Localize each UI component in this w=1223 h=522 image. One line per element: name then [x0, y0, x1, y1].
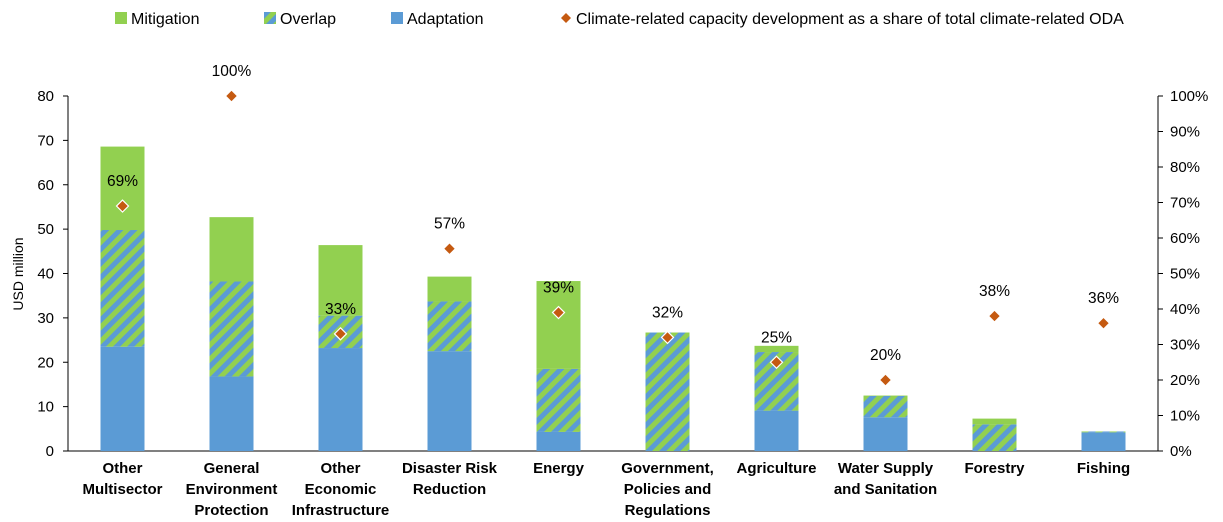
right-tick-label: 90% [1170, 124, 1200, 141]
category-label: Other [102, 460, 142, 477]
share-marker [551, 305, 566, 320]
share-data-label: 38% [979, 283, 1010, 300]
category-label: Infrastructure [292, 502, 390, 519]
category-labels: Other Multisector General Environment Protec… [82, 460, 1130, 519]
bar-segment-mitigation [209, 217, 254, 282]
right-tick-label: 10% [1170, 408, 1200, 425]
bar-segment-mitigation [318, 245, 363, 316]
legend-label-mitigation: Mitigation [131, 11, 199, 28]
share-data-label: 69% [107, 173, 138, 190]
bar-segment-adaptation [209, 376, 254, 451]
share-marker [442, 241, 457, 256]
bar-segment-adaptation [427, 351, 472, 451]
left-tick-label: 70 [37, 132, 54, 149]
legend-swatch-overlap [264, 12, 276, 24]
bar-segment-overlap [536, 368, 581, 432]
left-tick-label: 20 [37, 354, 54, 371]
bar-segment-overlap [645, 332, 690, 451]
share-marker [769, 355, 784, 370]
legend-label-share: Climate-related capacity development as … [576, 11, 1124, 28]
category-label: Forestry [964, 460, 1025, 477]
bar-segment-mitigation [427, 276, 472, 302]
legend-swatch-adaptation [391, 12, 403, 24]
category-label: Regulations [625, 502, 711, 519]
right-tick-label: 30% [1170, 337, 1200, 354]
share-data-label: 36% [1088, 290, 1119, 307]
share-data-label: 57% [434, 216, 465, 233]
category-label: and Sanitation [834, 481, 937, 498]
share-data-label: 39% [543, 280, 574, 297]
share-marker [660, 330, 675, 345]
bar-segment-overlap [972, 424, 1017, 451]
share-data-label: 20% [870, 347, 901, 364]
right-tick-label: 40% [1170, 301, 1200, 318]
category-label: Economic [305, 481, 377, 498]
left-tick-label: 40 [37, 266, 54, 283]
bar-segment-overlap [209, 281, 254, 377]
left-tick-label: 30 [37, 310, 54, 327]
share-data-label: 33% [325, 301, 356, 318]
bar-segment-mitigation [754, 345, 799, 353]
share-marker [1096, 316, 1111, 331]
left-tick-label: 80 [37, 88, 54, 105]
category-label: Disaster Risk [402, 460, 498, 477]
legend-label-adaptation: Adaptation [407, 11, 484, 28]
category-label: Policies and [624, 481, 712, 498]
bar-segment-adaptation [863, 417, 908, 451]
category-label: Other [320, 460, 360, 477]
left-tick-label: 50 [37, 221, 54, 238]
legend-marker-share [561, 13, 571, 23]
category-label: Environment [186, 481, 278, 498]
legend: Mitigation Overlap Adaptation Climate-re… [115, 11, 1124, 28]
legend-swatch-mitigation [115, 12, 127, 24]
category-label: Fishing [1077, 460, 1130, 477]
left-tick-label: 10 [37, 399, 54, 416]
bar-segment-overlap [863, 395, 908, 418]
right-tick-label: 100% [1170, 88, 1208, 105]
bar-segment-adaptation [1081, 432, 1126, 451]
bar-segment-adaptation [318, 348, 363, 451]
bar-segment-mitigation [972, 418, 1017, 425]
right-tick-label: 60% [1170, 230, 1200, 247]
share-marker [878, 373, 893, 387]
category-label: Agriculture [736, 460, 816, 477]
share-data-label: 32% [652, 304, 683, 321]
category-label: Multisector [82, 481, 162, 498]
right-axis-ticks: 0% 10% 20% 30% 40% 50% 60% 70% 80% 90% 100% [1158, 88, 1208, 460]
share-marker [333, 327, 348, 341]
category-label: Energy [533, 460, 585, 477]
bar-segment-adaptation [754, 410, 799, 451]
bars [100, 146, 1126, 451]
bar-segment-overlap [1081, 431, 1126, 433]
share-marker [987, 309, 1002, 323]
share-data-label: 25% [761, 329, 792, 346]
right-tick-label: 80% [1170, 159, 1200, 176]
right-tick-label: 0% [1170, 443, 1192, 460]
left-axis-ticks: 0 10 20 30 40 50 60 70 80 [37, 88, 68, 460]
bar-segment-overlap [427, 301, 472, 352]
share-data-label: 100% [212, 63, 252, 80]
share-marker [115, 199, 130, 213]
bar-segment-mitigation [100, 146, 145, 231]
category-label: Government, [621, 460, 714, 477]
y-axis-title: USD million [10, 237, 26, 310]
share-markers: 69% 100% 33% 57% 39% 32% 25% 20% 38% 36% [107, 63, 1119, 387]
left-tick-label: 0 [46, 443, 54, 460]
category-label: Water Supply [838, 460, 934, 477]
left-tick-label: 60 [37, 177, 54, 194]
right-tick-label: 20% [1170, 372, 1200, 389]
bar-segment-adaptation [100, 346, 145, 451]
share-marker [224, 89, 239, 103]
right-tick-label: 70% [1170, 195, 1200, 212]
bar-segment-overlap [100, 230, 145, 347]
category-label: General [204, 460, 260, 477]
category-label: Reduction [413, 481, 486, 498]
bar-segment-mitigation [536, 281, 581, 369]
legend-label-overlap: Overlap [280, 11, 336, 28]
category-label: Protection [194, 502, 268, 519]
bar-segment-adaptation [536, 431, 581, 451]
right-tick-label: 50% [1170, 266, 1200, 283]
